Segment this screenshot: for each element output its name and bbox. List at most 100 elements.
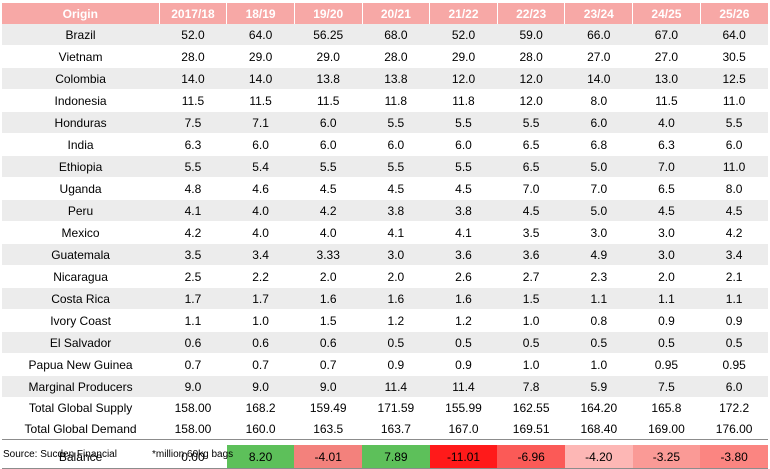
- value-cell: 27.0: [632, 45, 701, 68]
- row-label: Indonesia: [2, 89, 160, 112]
- row-label: Total Global Demand: [2, 418, 160, 440]
- value-cell: 8.0: [700, 177, 768, 200]
- value-cell: 1.5: [294, 309, 363, 332]
- value-cell: 6.0: [226, 133, 295, 156]
- origin-row: Indonesia 11.5 11.5 11.5 11.8 11.8 12.0 8.0 11.5…: [2, 89, 768, 112]
- origin-row: Mexico 4.2 4.0 4.0 4.1 4.1 3.5 3.0 3.0 4.2: [2, 221, 768, 244]
- origin-row: Vietnam 28.0 29.0 29.0 28.0 29.0 28.0 27.0 27.0 3…: [2, 45, 768, 68]
- value-cell: 160.0: [226, 418, 295, 440]
- year-header: 18/19: [226, 3, 295, 24]
- value-cell: 0.6: [294, 331, 363, 354]
- value-cell: 0.7: [226, 353, 295, 376]
- origin-row: Marginal Producers 9.0 9.0 9.0 11.4 11.4 7.8 5.…: [2, 375, 768, 398]
- year-header: 23/24: [564, 3, 634, 24]
- value-cell: 0.7: [159, 353, 227, 376]
- value-cell: 4.8: [159, 177, 227, 200]
- value-cell: 3.6: [429, 243, 498, 266]
- value-cell: 0.9: [632, 309, 701, 332]
- value-cell: 11.4: [362, 375, 430, 398]
- value-cell: 7.0: [497, 177, 565, 200]
- value-cell: 14.0: [226, 67, 295, 90]
- value-cell: 5.5: [429, 155, 498, 178]
- value-cell: 6.0: [700, 133, 768, 156]
- value-cell: 0.95: [632, 353, 701, 376]
- origin-row: Papua New Guinea 0.7 0.7 0.7 0.9 0.9 1.0 1.0 0.9…: [2, 353, 768, 376]
- value-cell: 1.0: [226, 309, 295, 332]
- origin-row: Ethiopia 5.5 5.4 5.5 5.5 5.5 6.5 5.0 7.0 11.0: [2, 155, 768, 178]
- row-label: Guatemala: [2, 243, 160, 266]
- value-cell: 1.1: [159, 309, 227, 332]
- value-cell: 1.1: [564, 287, 633, 310]
- origin-row: Colombia 14.0 14.0 13.8 13.8 12.0 12.0 14.0 13.0…: [2, 67, 768, 90]
- value-cell: 4.5: [429, 177, 498, 200]
- row-label: India: [2, 133, 160, 156]
- value-cell: 7.0: [632, 155, 701, 178]
- value-cell: 8.0: [564, 89, 633, 112]
- unit-note: *million 60kg bags: [152, 449, 234, 460]
- value-cell: 14.0: [159, 67, 227, 90]
- value-cell: 2.5: [159, 265, 227, 288]
- value-cell: 3.4: [226, 243, 295, 266]
- value-cell: 7.5: [159, 111, 227, 134]
- value-cell: 6.0: [429, 133, 498, 156]
- value-cell: 3.8: [429, 199, 498, 222]
- value-cell: 165.8: [632, 397, 701, 419]
- value-cell: 2.2: [226, 265, 295, 288]
- value-cell: 4.5: [497, 199, 565, 222]
- total-demand-row: Total Global Demand 158.00 160.0 163.5 163.7…: [2, 418, 768, 440]
- value-cell: 64.0: [226, 24, 295, 46]
- value-cell: 2.0: [632, 265, 701, 288]
- value-cell: 56.25: [294, 24, 363, 46]
- value-cell: 1.1: [632, 287, 701, 310]
- value-cell: 164.20: [564, 397, 633, 419]
- value-cell: 29.0: [226, 45, 295, 68]
- value-cell: 169.00: [632, 418, 701, 440]
- value-cell: 11.0: [700, 89, 768, 112]
- value-cell: 1.0: [497, 309, 565, 332]
- row-label: Peru: [2, 199, 160, 222]
- source-note: Source: Sucden Financial: [3, 449, 117, 460]
- value-cell: 6.8: [564, 133, 633, 156]
- value-cell: 4.1: [159, 199, 227, 222]
- value-cell: 4.0: [226, 221, 295, 244]
- value-cell: 3.8: [362, 199, 430, 222]
- value-cell: 12.0: [497, 67, 565, 90]
- total-supply-row: Total Global Supply 158.00 168.2 159.49 171.…: [2, 397, 768, 419]
- value-cell: 52.0: [429, 24, 498, 46]
- value-cell: 27.0: [564, 45, 633, 68]
- value-cell: 0.5: [564, 331, 633, 354]
- value-cell: 3.5: [159, 243, 227, 266]
- value-cell: 4.5: [700, 199, 768, 222]
- balance-cell: -3.80: [700, 445, 768, 469]
- row-label: Ethiopia: [2, 155, 160, 178]
- value-cell: 28.0: [159, 45, 227, 68]
- value-cell: 162.55: [497, 397, 565, 419]
- value-cell: 30.5: [700, 45, 768, 68]
- value-cell: 1.7: [226, 287, 295, 310]
- value-cell: 3.33: [294, 243, 363, 266]
- row-label: Nicaragua: [2, 265, 160, 288]
- value-cell: 28.0: [497, 45, 565, 68]
- origin-row: Costa Rica 1.7 1.7 1.6 1.6 1.6 1.5 1.1 1.1 1.1: [2, 287, 768, 310]
- value-cell: 5.5: [362, 155, 430, 178]
- value-cell: 1.0: [564, 353, 633, 376]
- value-cell: 158.00: [159, 397, 227, 419]
- value-cell: 11.5: [294, 89, 363, 112]
- value-cell: 64.0: [700, 24, 768, 46]
- value-cell: 0.5: [497, 331, 565, 354]
- value-cell: 2.3: [564, 265, 633, 288]
- value-cell: 1.6: [429, 287, 498, 310]
- year-header: 2017/18: [159, 3, 228, 24]
- value-cell: 4.1: [429, 221, 498, 244]
- value-cell: 0.5: [362, 331, 430, 354]
- value-cell: 11.5: [226, 89, 295, 112]
- value-cell: 7.5: [632, 375, 701, 398]
- balance-row: Balance 0.00 8.20 -4.01 7.89 -11.01 -6.96 -4.20…: [2, 445, 768, 469]
- value-cell: 155.99: [429, 397, 498, 419]
- value-cell: 29.0: [429, 45, 498, 68]
- value-cell: 68.0: [362, 24, 430, 46]
- value-cell: 4.0: [294, 221, 363, 244]
- value-cell: 0.9: [362, 353, 430, 376]
- value-cell: 163.7: [362, 418, 430, 440]
